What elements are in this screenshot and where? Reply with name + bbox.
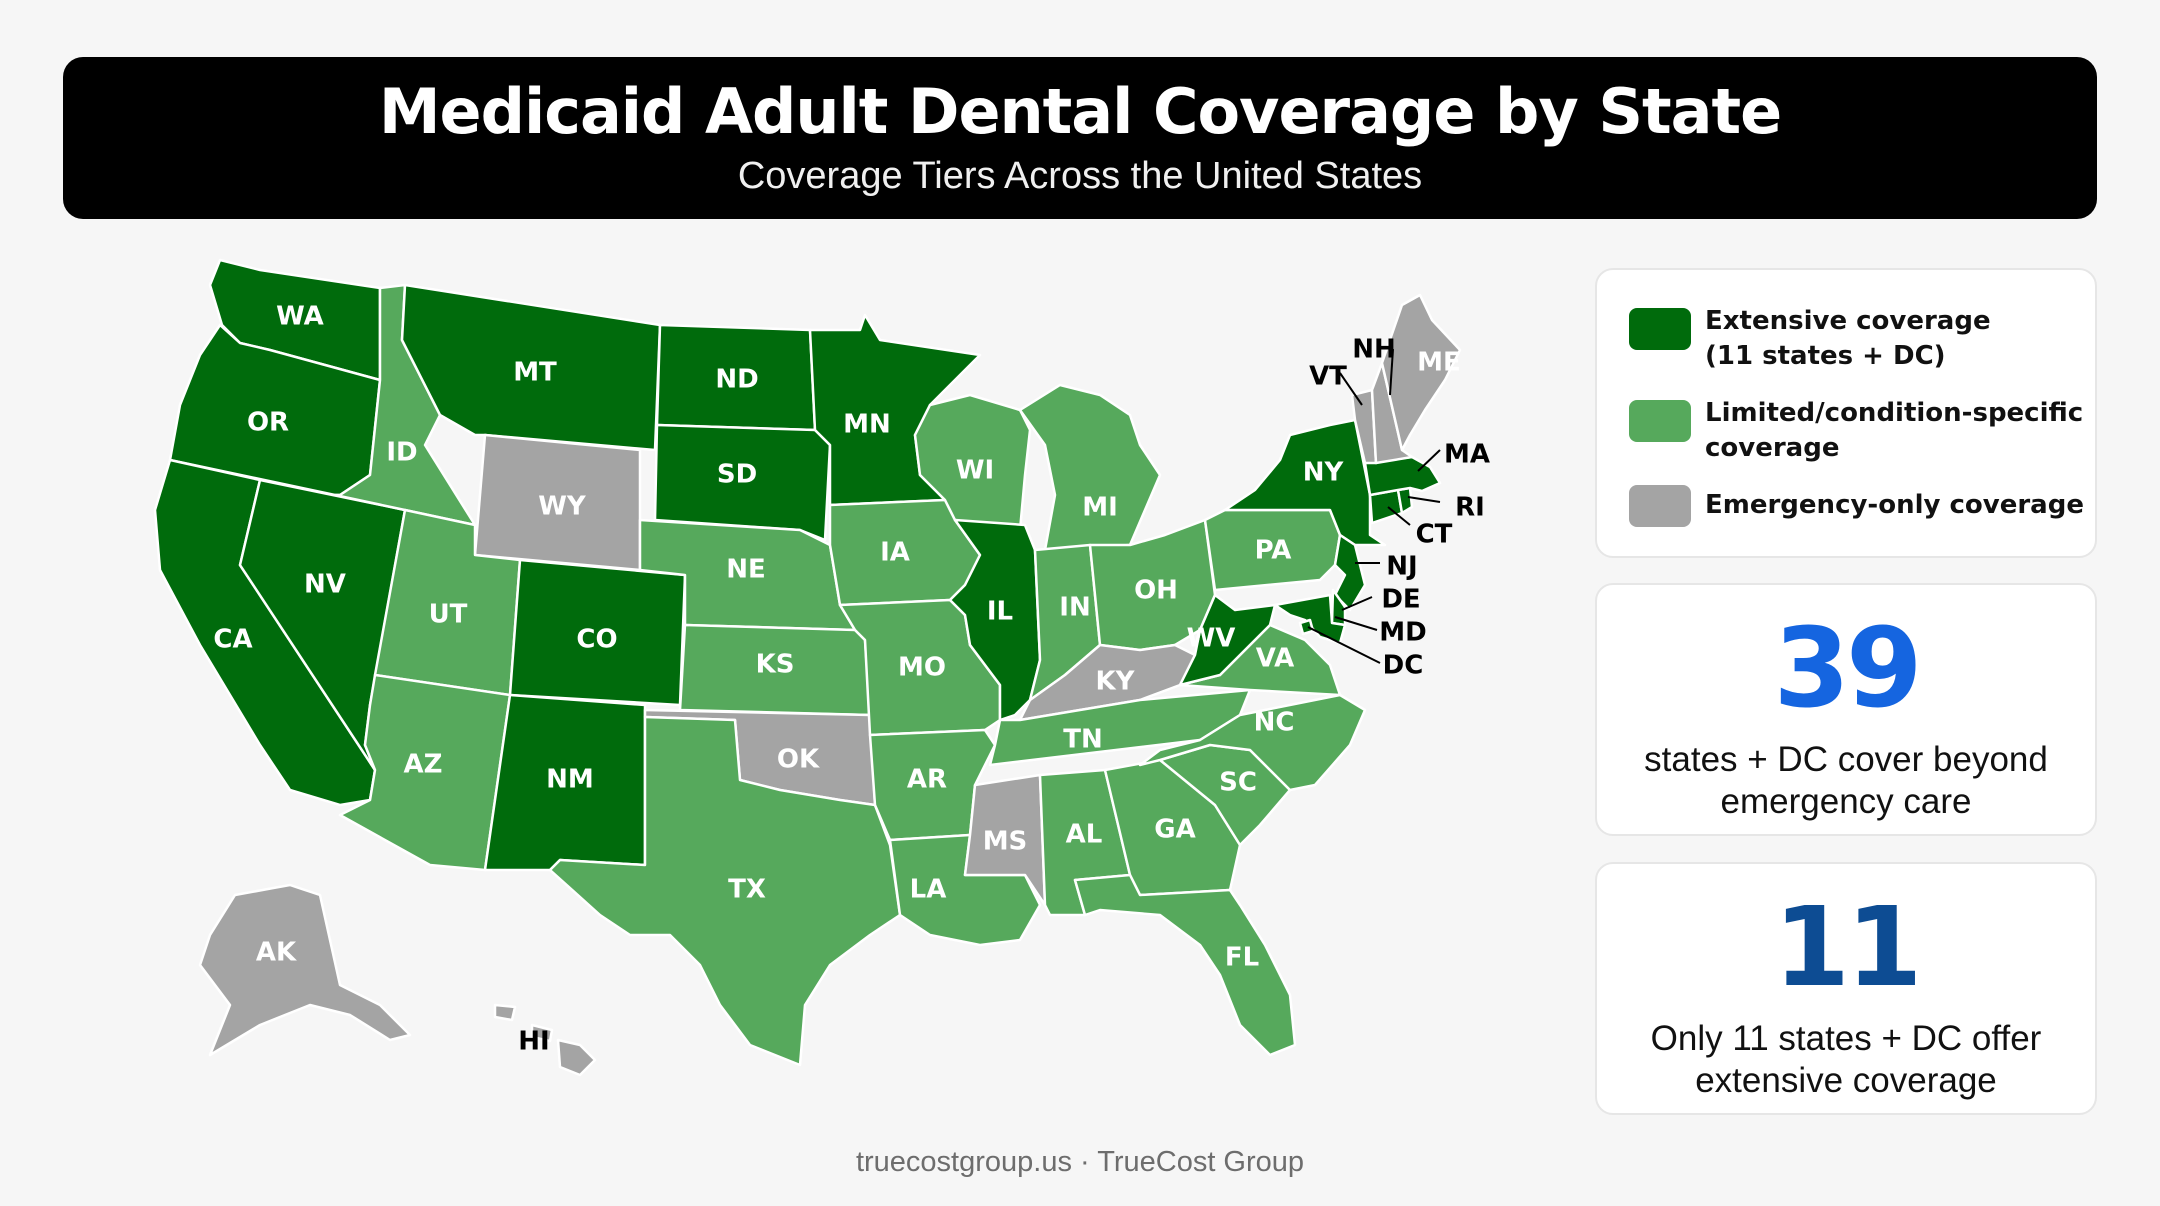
label-VT: VT: [1309, 362, 1347, 392]
state-MA[interactable]: [1363, 455, 1442, 497]
label-MI: MI: [1082, 493, 1118, 523]
legend-label-extensive: Extensive coverage (11 states + DC): [1705, 306, 1991, 371]
label-CO: CO: [576, 625, 617, 655]
label-NJ: NJ: [1386, 552, 1417, 582]
state-WV[interactable]: [1178, 593, 1277, 687]
label-OK: OK: [777, 745, 820, 775]
label-AZ: AZ: [404, 750, 443, 780]
label-WV: WV: [1187, 624, 1236, 654]
legend-swatch-extensive: [1629, 308, 1691, 350]
leader-NH: [1389, 348, 1394, 396]
label-NH: NH: [1352, 335, 1396, 365]
leader-DE: [1341, 596, 1373, 611]
label-FL: FL: [1225, 943, 1259, 973]
state-ME[interactable]: [1380, 293, 1462, 452]
label-AK: AK: [256, 938, 297, 968]
label-TN: TN: [1063, 725, 1103, 755]
stat-card-extensive: 11 Only 11 states + DC offer extensive c…: [1595, 862, 2097, 1115]
stat-value-39: 39: [1773, 604, 1922, 732]
label-IN: IN: [1059, 593, 1090, 623]
label-TX: TX: [728, 875, 766, 905]
label-GA: GA: [1154, 815, 1195, 845]
label-MO: MO: [898, 653, 946, 683]
leader-MD: [1334, 616, 1378, 631]
label-RI: RI: [1455, 493, 1485, 523]
state-VT[interactable]: [1350, 388, 1378, 465]
label-MD: MD: [1379, 618, 1426, 648]
label-WI: WI: [956, 456, 994, 486]
label-NC: NC: [1254, 708, 1295, 738]
label-WY: WY: [538, 492, 587, 522]
label-IA: IA: [880, 538, 910, 568]
label-PA: PA: [1255, 536, 1292, 566]
footer-credit: truecostgroup.us · TrueCost Group: [855, 1146, 1305, 1178]
label-UT: UT: [429, 600, 468, 630]
us-map: WA OR CA NV ID MT WY UT AZ CO NM ND SD N…: [140, 245, 1520, 1085]
stat-text-39: states + DC cover beyond emergency care: [1644, 740, 2048, 821]
label-AR: AR: [907, 765, 947, 795]
leader-MA: [1417, 449, 1441, 472]
label-DE: DE: [1381, 585, 1420, 615]
leader-VT: [1339, 372, 1363, 406]
label-CT: CT: [1416, 520, 1453, 550]
label-MS: MS: [983, 827, 1028, 857]
state-RI[interactable]: [1396, 486, 1414, 515]
legend-item-emergency: Emergency-only coverage: [1629, 485, 2095, 527]
legend-label-limited: Limited/condition-specific coverage: [1705, 398, 2084, 463]
page-title: Medicaid Adult Dental Coverage by State: [378, 75, 1782, 148]
label-ID: ID: [386, 438, 417, 468]
label-CA: CA: [213, 625, 252, 655]
label-VA: VA: [1256, 644, 1294, 674]
label-HI: HI: [518, 1027, 549, 1057]
label-ME: ME: [1417, 348, 1461, 378]
label-NE: NE: [726, 555, 766, 585]
state-MI[interactable]: [1018, 383, 1162, 552]
state-FL[interactable]: [1073, 873, 1297, 1057]
label-NY: NY: [1303, 458, 1345, 488]
label-NM: NM: [546, 765, 594, 795]
leader-DC: [1307, 626, 1381, 664]
label-DC: DC: [1383, 651, 1424, 681]
state-TX[interactable]: [548, 715, 902, 1067]
state-DC[interactable]: [1298, 618, 1315, 636]
label-LA: LA: [910, 875, 947, 905]
label-OR: OR: [247, 408, 289, 438]
label-SC: SC: [1219, 768, 1257, 798]
label-MA: MA: [1444, 440, 1490, 470]
title-banner: Medicaid Adult Dental Coverage by State …: [63, 57, 2097, 219]
legend-item-limited: Limited/condition-specific coverage: [1629, 396, 2095, 466]
label-OH: OH: [1134, 576, 1178, 606]
label-KY: KY: [1096, 667, 1136, 697]
us-map-svg: WA OR CA NV ID MT WY UT AZ CO NM ND SD N…: [153, 258, 1490, 1077]
leader-RI: [1407, 496, 1441, 503]
label-WA: WA: [276, 302, 324, 332]
label-IL: IL: [987, 597, 1013, 627]
label-KS: KS: [756, 650, 795, 680]
legend-item-extensive: Extensive coverage (11 states + DC): [1629, 304, 2095, 374]
leader-CT: [1387, 506, 1411, 526]
state-WI[interactable]: [913, 393, 1032, 532]
state-NH[interactable]: [1370, 361, 1414, 465]
label-MT: MT: [513, 358, 557, 388]
stat-value-11: 11: [1773, 883, 1922, 1011]
page-subtitle: Coverage Tiers Across the United States: [737, 155, 1423, 197]
stat-card-beyond-emergency: 39 states + DC cover beyond emergency ca…: [1595, 583, 2097, 836]
label-SD: SD: [717, 460, 757, 490]
state-AK[interactable]: [198, 883, 412, 1057]
legend-label-emergency: Emergency-only coverage: [1705, 490, 2084, 520]
legend-swatch-emergency: [1629, 485, 1691, 527]
label-AL: AL: [1066, 820, 1103, 850]
stat-text-11: Only 11 states + DC offer extensive cove…: [1650, 1019, 2042, 1100]
label-MN: MN: [843, 410, 891, 440]
label-NV: NV: [304, 570, 346, 600]
label-ND: ND: [715, 365, 758, 395]
legend-swatch-limited: [1629, 400, 1691, 442]
legend: Extensive coverage (11 states + DC) Limi…: [1595, 268, 2097, 558]
state-HI[interactable]: [493, 1003, 597, 1077]
